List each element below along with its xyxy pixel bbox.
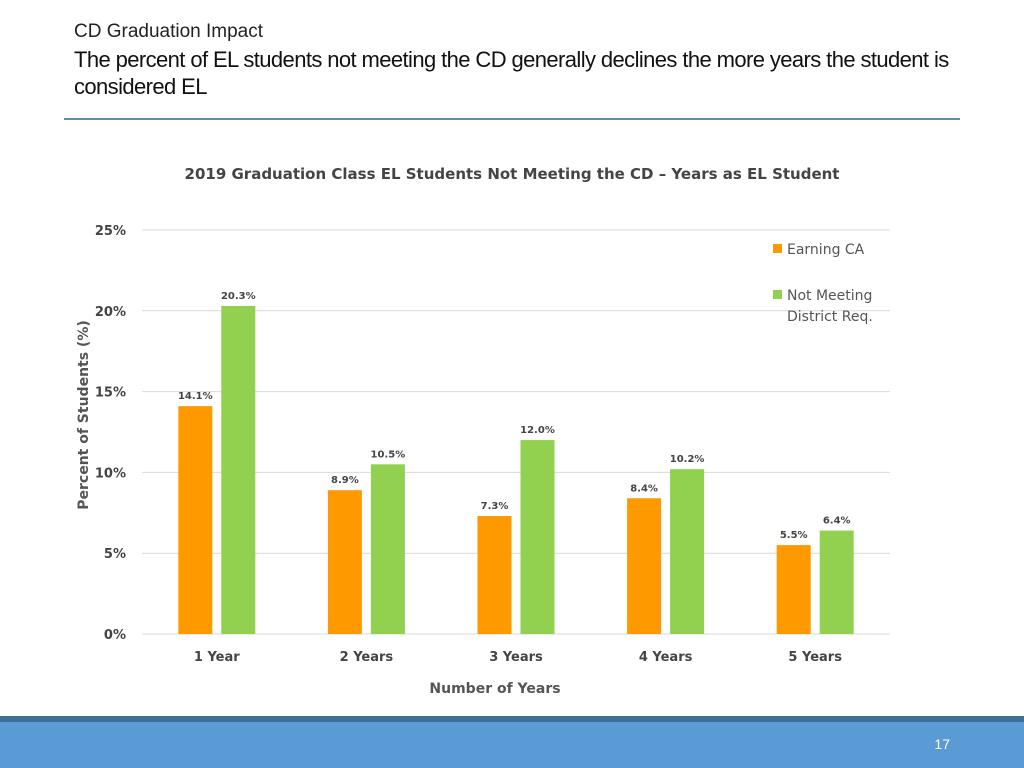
y-axis-ticks: 0% 5% 10% 15% 20% 25% xyxy=(95,224,126,643)
footer-bar xyxy=(0,722,1024,768)
legend-label-earning-ca: Earning CA xyxy=(787,242,865,258)
bar-earning-ca-5 xyxy=(776,545,811,634)
y-axis-title: Percent of Students (%) xyxy=(76,320,92,510)
bar-not-meeting-3 xyxy=(520,440,555,634)
data-label: 14.1% xyxy=(178,391,213,402)
legend-label-line: Not Meeting xyxy=(787,288,872,304)
bar-not-meeting-4 xyxy=(670,469,705,634)
legend-label-line: District Req. xyxy=(787,309,873,325)
y-tick-label: 25% xyxy=(95,224,126,239)
bar-not-meeting-1 xyxy=(221,305,256,634)
x-category-label: 3 Years xyxy=(489,650,543,665)
data-label: 7.3% xyxy=(481,501,509,512)
x-category-label: 1 Year xyxy=(194,650,240,665)
data-label: 5.5% xyxy=(780,530,808,541)
legend-swatch-not-meeting xyxy=(773,290,782,299)
bar-earning-ca-4 xyxy=(627,498,662,634)
data-labels: 14.1% 20.3% 8.9% 10.5% 7.3% 12.0% 8.4% 10.2% 5.5… xyxy=(178,291,851,541)
slide-title: CD Graduation Impact xyxy=(74,21,264,42)
y-tick-label: 15% xyxy=(95,386,126,401)
y-tick-label: 5% xyxy=(104,547,126,562)
legend-swatch-earning-ca xyxy=(773,244,782,253)
data-label: 12.0% xyxy=(520,425,555,436)
bar-earning-ca-1 xyxy=(178,406,213,634)
x-category-label: 5 Years xyxy=(788,650,842,665)
slide-header: CD Graduation Impact The percent of EL s… xyxy=(74,20,974,100)
bar-not-meeting-5 xyxy=(819,530,854,634)
bars xyxy=(178,305,854,634)
header-divider xyxy=(64,118,960,120)
bar-earning-ca-2 xyxy=(327,490,362,634)
x-axis-title: Number of Years xyxy=(429,681,560,697)
data-label: 8.4% xyxy=(630,483,658,494)
chart-title: 2019 Graduation Class EL Students Not Me… xyxy=(185,165,840,183)
bar-earning-ca-3 xyxy=(477,516,512,634)
bar-chart: 2019 Graduation Class EL Students Not Me… xyxy=(76,165,890,697)
data-label: 10.5% xyxy=(371,449,406,460)
data-label: 20.3% xyxy=(221,291,256,302)
y-tick-label: 20% xyxy=(95,305,126,320)
data-label: 6.4% xyxy=(823,516,851,527)
gridlines xyxy=(142,229,890,635)
legend: Earning CA Not Meeting District Req. xyxy=(773,242,873,325)
bar-not-meeting-2 xyxy=(370,464,405,634)
legend-label-not-meeting: Not Meeting District Req. xyxy=(787,288,873,325)
slide-subtitle: The percent of EL students not meeting t… xyxy=(74,47,949,99)
footer-accent xyxy=(0,716,1024,722)
x-axis-categories: 1 Year 2 Years 3 Years 4 Years 5 Years xyxy=(194,650,842,665)
x-category-label: 4 Years xyxy=(639,650,693,665)
page-number: 17 xyxy=(934,736,950,752)
data-label: 8.9% xyxy=(331,475,359,486)
x-category-label: 2 Years xyxy=(340,650,394,665)
y-tick-label: 0% xyxy=(104,628,126,643)
data-label: 10.2% xyxy=(670,454,705,465)
y-tick-label: 10% xyxy=(95,466,126,481)
